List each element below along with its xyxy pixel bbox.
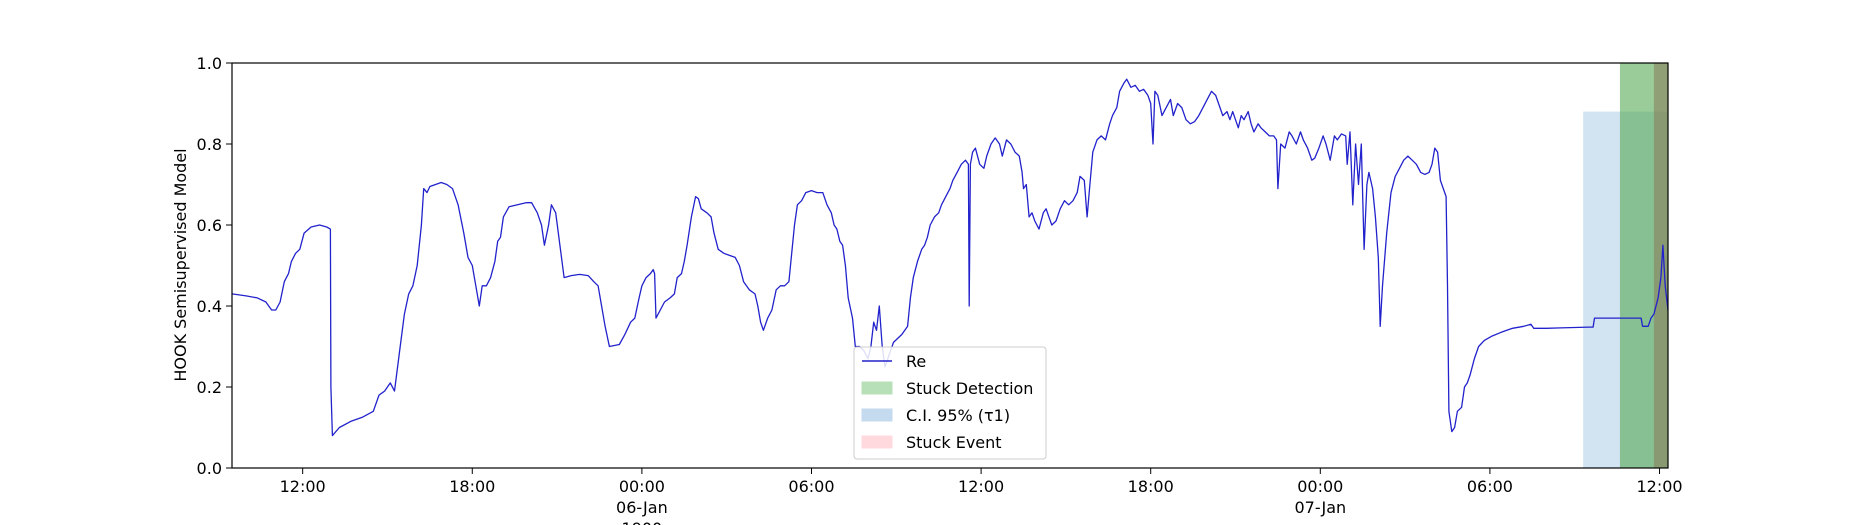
legend-label: C.I. 95% (τ1) [906,406,1010,425]
y-axis-label: HOOK Semisupervised Model [171,148,190,381]
legend-label: Stuck Detection [906,379,1033,398]
x-tick-label: 18:00 [1128,477,1174,496]
x-tick-date-label: 06-Jan [616,498,668,517]
series-line-0 [231,78,1669,437]
x-axis: 12:00 18:00 00:00 06-Jan 1900 06:00 12:00 18:00… [280,468,1683,525]
x-tick-label: 00:00 [619,477,665,496]
x-tick-date-label: 07-Jan [1294,498,1346,517]
legend-patch-swatch [861,408,893,422]
legend-patch-swatch [861,381,893,395]
x-tick-label: 18:00 [449,477,495,496]
y-tick-label: 0.4 [197,297,222,316]
y-tick-label: 0.2 [197,378,222,397]
band-2 [1653,63,1668,468]
x-tick-label: 06:00 [788,477,834,496]
y-tick-label: 0.8 [197,135,222,154]
x-tick-label: 06:00 [1467,477,1513,496]
x-tick-year-label: 1900 [622,519,663,525]
series-lines [231,78,1669,437]
y-tick-label: 1.0 [197,54,222,73]
plot-frame [231,62,1669,469]
legend: Re Stuck Detection C.I. 95% (τ1) Stuck Even… [853,346,1047,460]
legend-patch-swatch [861,435,893,449]
x-tick-label: 12:00 [280,477,326,496]
y-tick-label: 0.0 [197,459,222,478]
legend-label: Stuck Event [906,433,1002,452]
x-tick-label: 12:00 [1636,477,1682,496]
x-tick-label: 00:00 [1297,477,1343,496]
y-tick-label: 0.6 [197,216,222,235]
legend-label: Re [906,352,926,371]
legend-frame [853,346,1047,460]
shaded-bands [1583,63,1668,468]
x-tick-label: 12:00 [958,477,1004,496]
y-axis: 0.0 0.2 0.4 0.6 0.8 1.0 [197,54,232,478]
